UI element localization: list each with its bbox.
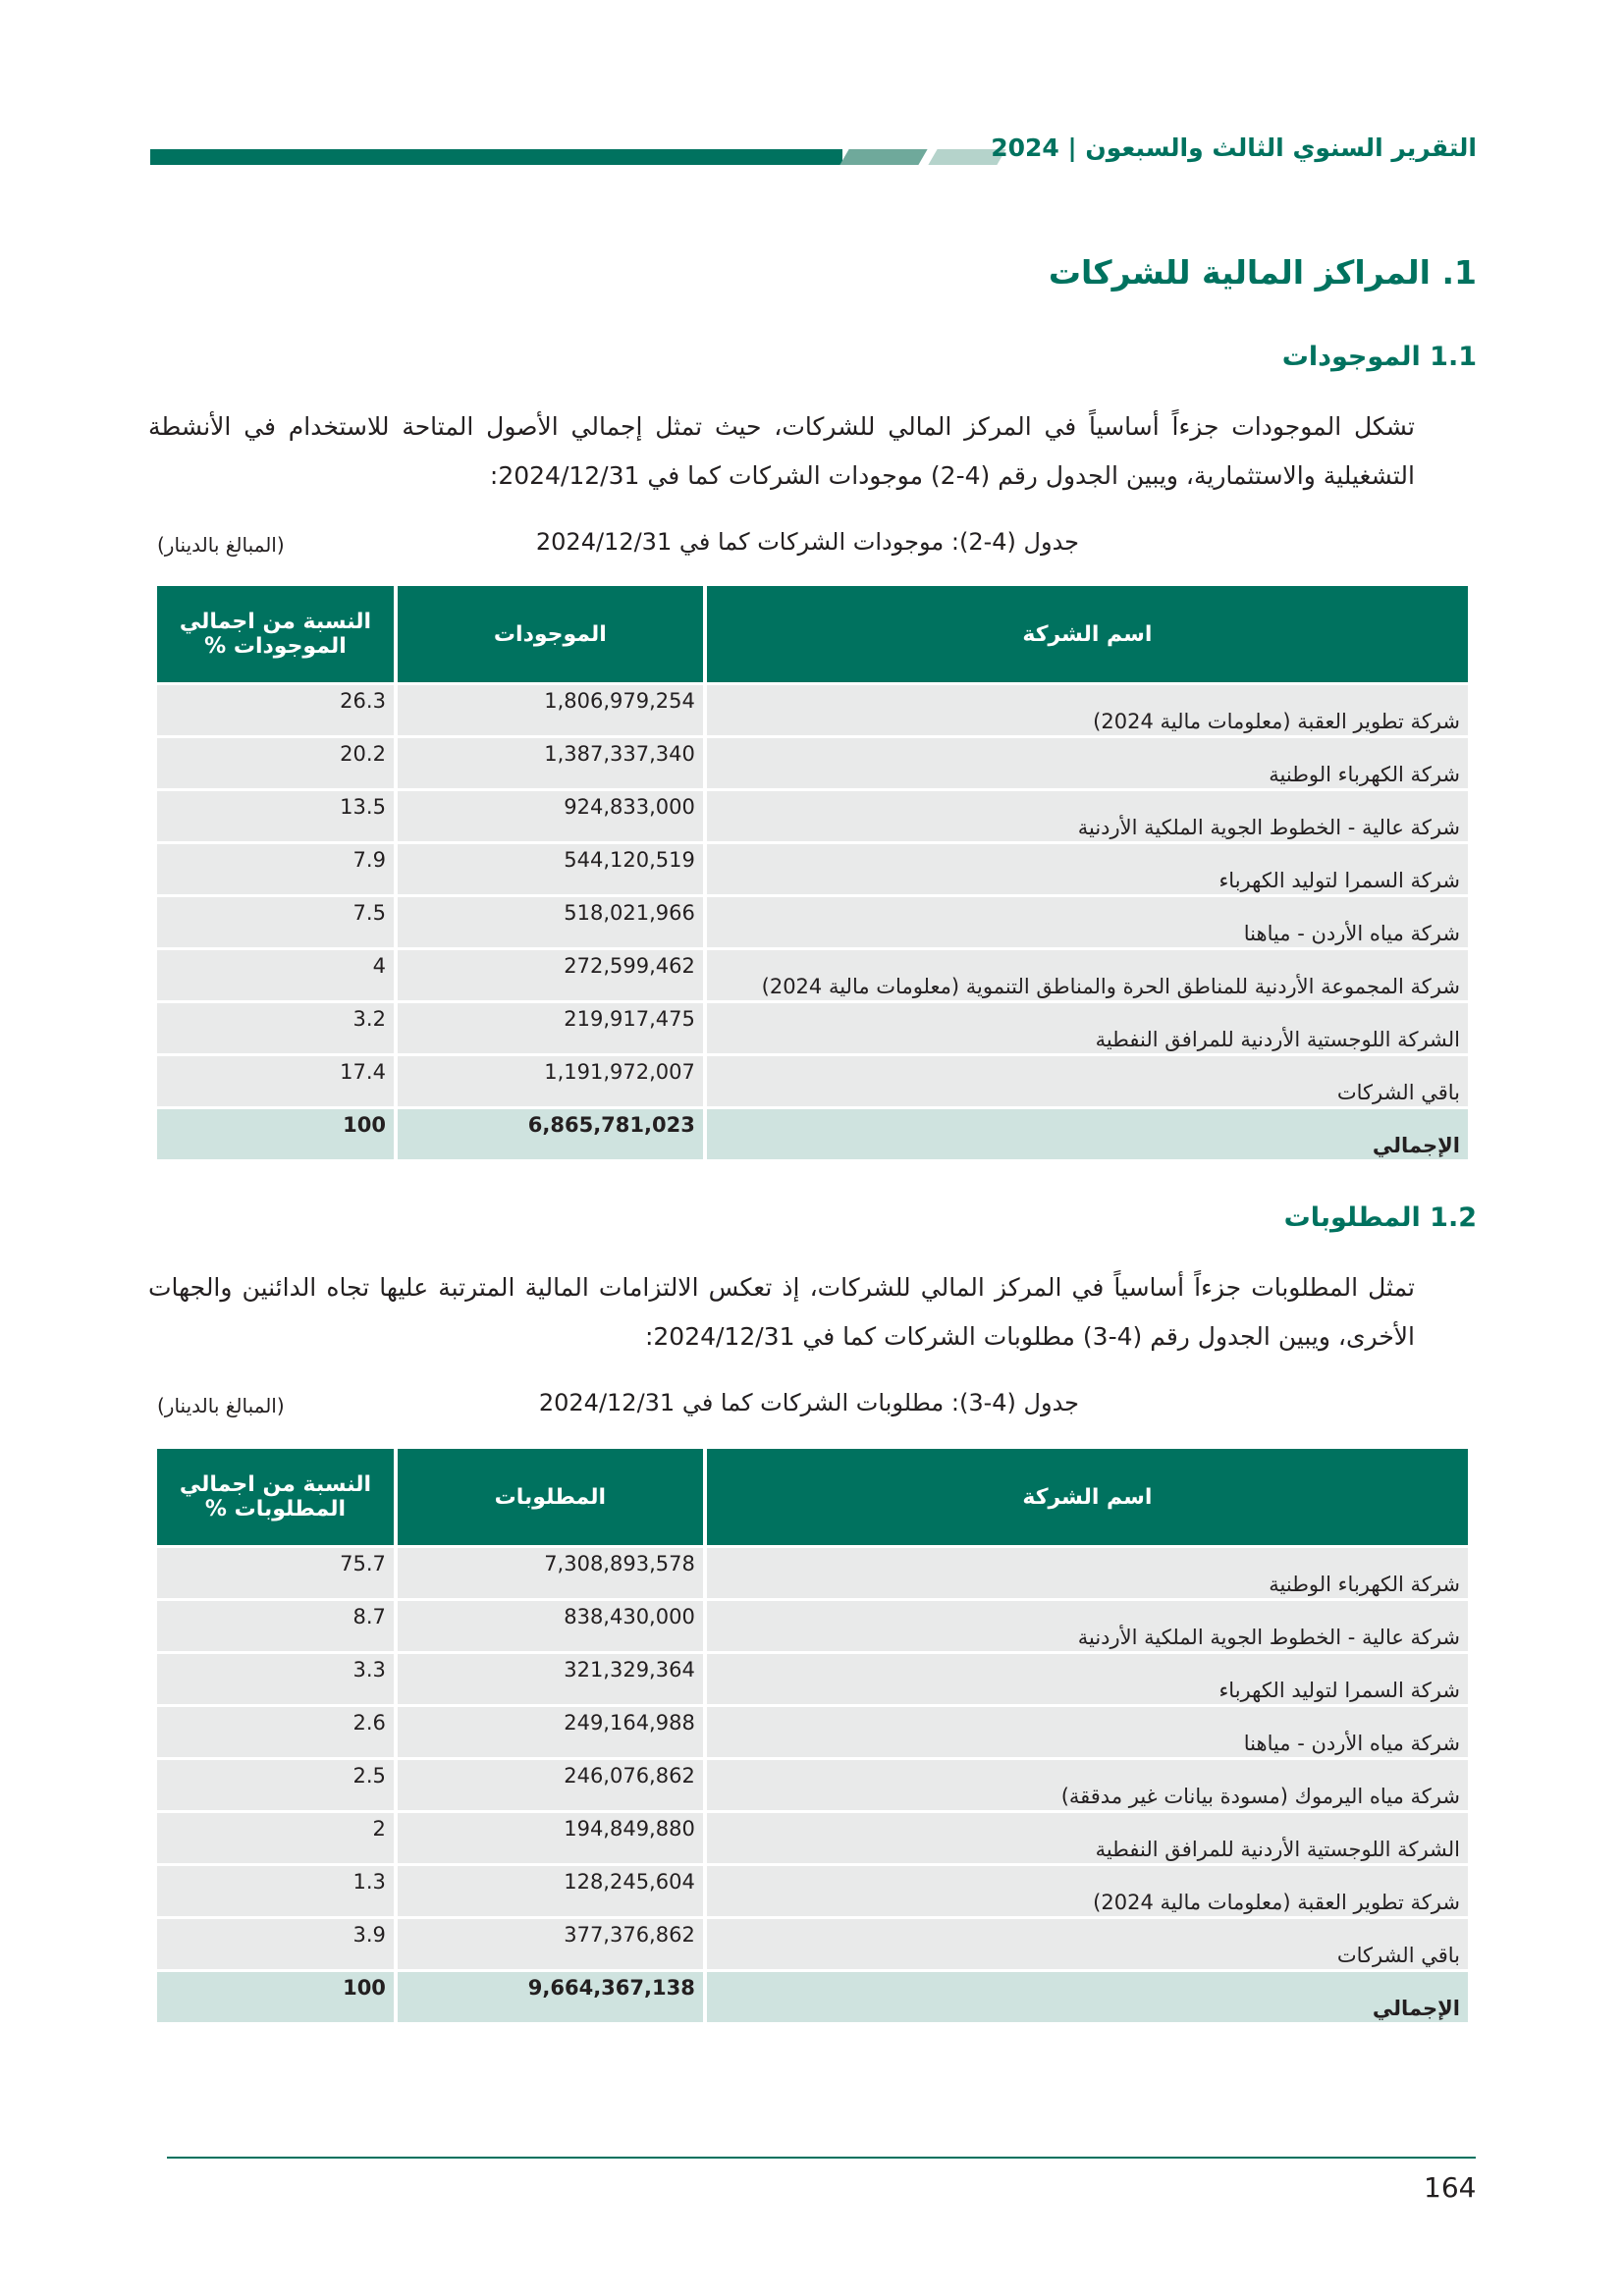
cell-company-name: شركة عالية - الخطوط الجوية الملكية الأرد… [706,1601,1468,1651]
liabilities-paragraph: تمثل المطلوبات جزءاً أساسياً في المركز ا… [148,1273,1415,1351]
cell-company-name: شركة السمرا لتوليد الكهرباء [706,1654,1468,1704]
cell-percent: 26.3 [157,685,394,735]
cell-company-name: شركة الكهرباء الوطنية [706,738,1468,788]
cell-percent: 3.9 [157,1919,394,1969]
cell-amount: 544,120,519 [397,844,703,894]
cell-percent: 75.7 [157,1548,394,1598]
cell-company-name: شركة مياه الأردن - مياهنا [706,1707,1468,1757]
cell-company-name: الشركة اللوجستية الأردنية للمرافق النفطي… [706,1813,1468,1863]
table-total-row: الإجمالي 6,865,781,023 100 [157,1109,1468,1159]
cell-amount: 128,245,604 [397,1866,703,1916]
cell-amount: 246,076,862 [397,1760,703,1810]
header-bar-stripe [839,149,928,165]
header-bar [150,149,842,165]
cell-company-name: شركة تطوير العقبة (معلومات مالية 2024) [706,1866,1468,1916]
table-row: شركة عالية - الخطوط الجوية الملكية الأرد… [157,1601,1468,1651]
cell-percent: 2.6 [157,1707,394,1757]
table-row: شركة المجموعة الأردنية للمناطق الحرة وال… [157,950,1468,1000]
table-row: شركة مياه اليرموك (مسودة بيانات غير مدقق… [157,1760,1468,1810]
assets-unit-note: (المبالغ بالدينار) [157,533,285,557]
assets-paragraph: تشكل الموجودات جزءاً أساسياً في المركز ا… [148,412,1415,490]
cell-company-name: الإجمالي [706,1109,1468,1159]
cell-percent: 4 [157,950,394,1000]
table-row: شركة مياه الأردن - مياهنا 518,021,966 7.5 [157,897,1468,947]
table-row: الشركة اللوجستية الأردنية للمرافق النفطي… [157,1813,1468,1863]
cell-amount: 9,664,367,138 [397,1972,703,2022]
cell-percent: 1.3 [157,1866,394,1916]
cell-amount: 518,021,966 [397,897,703,947]
column-header-liabilities: المطلوبات [397,1449,703,1545]
liabilities-heading: 1.2 المطلوبات [1283,1202,1477,1233]
cell-percent: 8.7 [157,1601,394,1651]
liabilities-table: اسم الشركة المطلوبات النسبة من اجمالي ال… [153,1446,1472,2025]
column-header-percent: النسبة من اجمالي الموجودات % [157,586,394,682]
cell-percent: 13.5 [157,791,394,841]
cell-percent: 20.2 [157,738,394,788]
cell-amount: 838,430,000 [397,1601,703,1651]
column-header-company: اسم الشركة [706,1449,1468,1545]
cell-amount: 321,329,364 [397,1654,703,1704]
cell-percent: 100 [157,1972,394,2022]
table-total-row: الإجمالي 9,664,367,138 100 [157,1972,1468,2022]
cell-amount: 6,865,781,023 [397,1109,703,1159]
cell-company-name: شركة عالية - الخطوط الجوية الملكية الأرد… [706,791,1468,841]
column-header-company: اسم الشركة [706,586,1468,682]
cell-company-name: شركة مياه الأردن - مياهنا [706,897,1468,947]
table-row: شركة مياه الأردن - مياهنا 249,164,988 2.6 [157,1707,1468,1757]
cell-percent: 7.5 [157,897,394,947]
cell-company-name: باقي الشركات [706,1919,1468,1969]
cell-amount: 1,387,337,340 [397,738,703,788]
cell-amount: 219,917,475 [397,1003,703,1053]
cell-amount: 7,308,893,578 [397,1548,703,1598]
liabilities-unit-note: (المبالغ بالدينار) [157,1394,285,1417]
table-row: باقي الشركات 377,376,862 3.9 [157,1919,1468,1969]
cell-amount: 1,806,979,254 [397,685,703,735]
cell-company-name: الإجمالي [706,1972,1468,2022]
section-title: 1. المراكز المالية للشركات [1048,253,1477,292]
cell-company-name: شركة المجموعة الأردنية للمناطق الحرة وال… [706,950,1468,1000]
report-title: التقرير السنوي الثالث والسبعون | 2024 [991,133,1477,162]
cell-company-name: شركة السمرا لتوليد الكهرباء [706,844,1468,894]
cell-percent: 7.9 [157,844,394,894]
table-row: باقي الشركات 1,191,972,007 17.4 [157,1056,1468,1106]
column-header-percent: النسبة من اجمالي المطلوبات % [157,1449,394,1545]
liabilities-table-caption: جدول (4-3): مطلوبات الشركات كما في 2024/… [538,1389,1079,1416]
assets-table: اسم الشركة الموجودات النسبة من اجمالي ال… [153,583,1472,1162]
cell-amount: 377,376,862 [397,1919,703,1969]
cell-company-name: شركة تطوير العقبة (معلومات مالية 2024) [706,685,1468,735]
cell-amount: 924,833,000 [397,791,703,841]
cell-amount: 1,191,972,007 [397,1056,703,1106]
cell-amount: 194,849,880 [397,1813,703,1863]
cell-company-name: شركة الكهرباء الوطنية [706,1548,1468,1598]
table-row: شركة الكهرباء الوطنية 1,387,337,340 20.2 [157,738,1468,788]
cell-company-name: باقي الشركات [706,1056,1468,1106]
table-row: شركة السمرا لتوليد الكهرباء 544,120,519 7.… [157,844,1468,894]
cell-percent: 17.4 [157,1056,394,1106]
cell-percent: 3.3 [157,1654,394,1704]
cell-amount: 249,164,988 [397,1707,703,1757]
cell-percent: 2.5 [157,1760,394,1810]
cell-amount: 272,599,462 [397,950,703,1000]
cell-percent: 100 [157,1109,394,1159]
footer-divider [167,2157,1476,2159]
page-number: 164 [1424,2171,1477,2204]
table-row: شركة السمرا لتوليد الكهرباء 321,329,364 3.… [157,1654,1468,1704]
table-row: الشركة اللوجستية الأردنية للمرافق النفطي… [157,1003,1468,1053]
assets-heading: 1.1 الموجودات [1281,342,1477,372]
cell-percent: 2 [157,1813,394,1863]
cell-company-name: شركة مياه اليرموك (مسودة بيانات غير مدقق… [706,1760,1468,1810]
table-row: شركة تطوير العقبة (معلومات مالية 2024) 1,… [157,685,1468,735]
table-row: شركة الكهرباء الوطنية 7,308,893,578 75.7 [157,1548,1468,1598]
table-row: شركة عالية - الخطوط الجوية الملكية الأرد… [157,791,1468,841]
table-row: شركة تطوير العقبة (معلومات مالية 2024) 12… [157,1866,1468,1916]
column-header-assets: الموجودات [397,586,703,682]
assets-table-caption: جدول (4-2): موجودات الشركات كما في 2024/… [535,528,1079,556]
cell-percent: 3.2 [157,1003,394,1053]
cell-company-name: الشركة اللوجستية الأردنية للمرافق النفطي… [706,1003,1468,1053]
